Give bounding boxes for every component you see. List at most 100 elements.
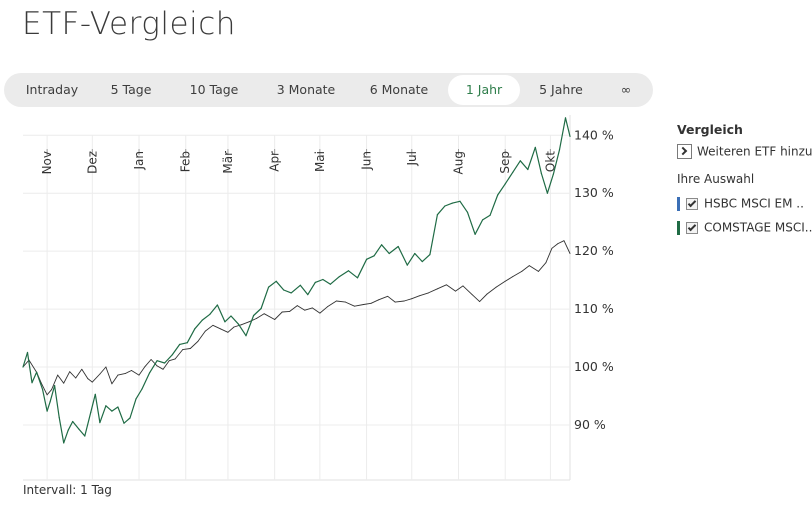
- series-segment: [69, 371, 77, 379]
- series-segment: [111, 406, 119, 412]
- selection-item-hsbc[interactable]: HSBC MSCI EM ..: [677, 196, 804, 212]
- series-segment: [546, 173, 555, 194]
- series-segment: [311, 307, 321, 314]
- range-tab-5-years[interactable]: 5 Jahre: [539, 82, 583, 97]
- series-segment: [260, 286, 270, 310]
- series-segment: [131, 370, 140, 376]
- series-segment: [46, 401, 51, 412]
- series-segment: [552, 149, 561, 175]
- series-segment: [171, 343, 181, 356]
- series-segment: [53, 385, 60, 418]
- y-tick-label: 140 %: [574, 127, 614, 142]
- series-segment: [354, 304, 365, 307]
- series-segment: [245, 314, 255, 337]
- selection-checkbox[interactable]: [686, 197, 698, 210]
- series-segment: [304, 307, 313, 311]
- x-tick-label: Feb: [179, 151, 193, 172]
- series-segment: [429, 214, 438, 256]
- series-segment: [263, 313, 276, 320]
- series-segment: [527, 146, 536, 171]
- series-segment: [462, 285, 473, 296]
- series-segment: [504, 171, 514, 185]
- selection-item-comstage[interactable]: COMSTAGE MSCI..: [677, 220, 812, 236]
- series-segment: [512, 160, 521, 174]
- series-segment: [388, 245, 399, 255]
- series-segment: [94, 393, 101, 424]
- series-segment: [519, 160, 529, 171]
- series-segment: [322, 278, 331, 285]
- series-segment: [445, 284, 456, 292]
- series-segment: [144, 359, 152, 367]
- chevron-right-icon[interactable]: [677, 144, 692, 159]
- y-tick-label: 100 %: [574, 359, 614, 374]
- checkmark-icon: [687, 198, 697, 207]
- series-segment: [427, 288, 438, 294]
- series-segment: [397, 245, 408, 266]
- performance-chart: 140 % 130 % 120 % 110 % 100 % 90 % Nov Dez Jan Fe…: [22, 115, 614, 481]
- selection-checkbox[interactable]: [686, 221, 698, 234]
- series-segment: [274, 311, 283, 320]
- x-tick-label: Jan: [132, 151, 146, 171]
- series-segment: [90, 393, 96, 413]
- y-tick-label: 130 %: [574, 185, 614, 200]
- range-tab-5-days[interactable]: 5 Tage: [110, 82, 152, 97]
- series-segment: [26, 351, 33, 384]
- series-segment: [164, 354, 173, 364]
- add-etf-row[interactable]: Weiteren ETF hinzufügen: [677, 144, 812, 159]
- series-segment: [35, 371, 44, 391]
- series-segment: [564, 117, 571, 137]
- series-segment: [307, 281, 316, 296]
- series-segment: [204, 324, 214, 332]
- series-segment: [216, 304, 226, 323]
- range-tab-1-year[interactable]: 1 Jahr: [448, 75, 520, 105]
- series-segment: [182, 348, 191, 351]
- range-tab-max[interactable]: ∞: [620, 82, 632, 97]
- series-segment: [421, 254, 431, 263]
- series-segment: [49, 385, 56, 403]
- series-segment: [482, 214, 491, 221]
- series-segment: [347, 270, 359, 279]
- series-segment: [105, 366, 113, 385]
- series-segment: [275, 280, 285, 291]
- series-segment: [186, 328, 196, 344]
- series-segment: [230, 315, 240, 325]
- series-segment: [363, 302, 372, 305]
- series-segment: [558, 117, 567, 151]
- series-segment: [366, 255, 375, 260]
- series-segment: [125, 370, 132, 374]
- series-segment: [227, 326, 235, 333]
- x-tick-label: Okt: [543, 151, 557, 172]
- series-segment: [168, 358, 176, 362]
- range-tab-10-days[interactable]: 10 Tage: [189, 82, 239, 97]
- series-segment: [528, 265, 539, 272]
- series-segment: [319, 306, 328, 314]
- series-segment: [281, 310, 291, 313]
- x-tick-label: Mär: [221, 151, 235, 174]
- series-segment: [237, 323, 247, 337]
- x-tick-label: Aug: [451, 151, 465, 174]
- series-segment: [224, 315, 232, 323]
- range-tab-intraday[interactable]: Intraday: [25, 82, 79, 97]
- series-segment: [406, 252, 416, 266]
- series-segment: [268, 280, 277, 288]
- series-segment: [290, 284, 301, 294]
- series-segment: [403, 298, 413, 302]
- series-segment: [58, 416, 65, 444]
- series-segment: [179, 342, 188, 345]
- series-segment: [551, 243, 559, 249]
- series-segment: [63, 371, 71, 384]
- range-tab-3-months[interactable]: 3 Monate: [276, 82, 336, 97]
- add-etf-label[interactable]: Weiteren ETF hinzufügen: [697, 144, 812, 159]
- series-segment: [28, 359, 38, 373]
- y-tick-label: 90 %: [574, 417, 606, 432]
- series-segment: [356, 258, 368, 279]
- series-segment: [335, 300, 346, 303]
- series-segment: [451, 200, 461, 204]
- series-segment: [41, 389, 48, 412]
- series-segment: [99, 366, 107, 375]
- range-tab-6-months[interactable]: 6 Monate: [369, 82, 429, 97]
- series-segment: [414, 252, 423, 263]
- series-segment: [329, 276, 340, 285]
- series-segment: [117, 406, 125, 424]
- series-segment: [138, 365, 146, 376]
